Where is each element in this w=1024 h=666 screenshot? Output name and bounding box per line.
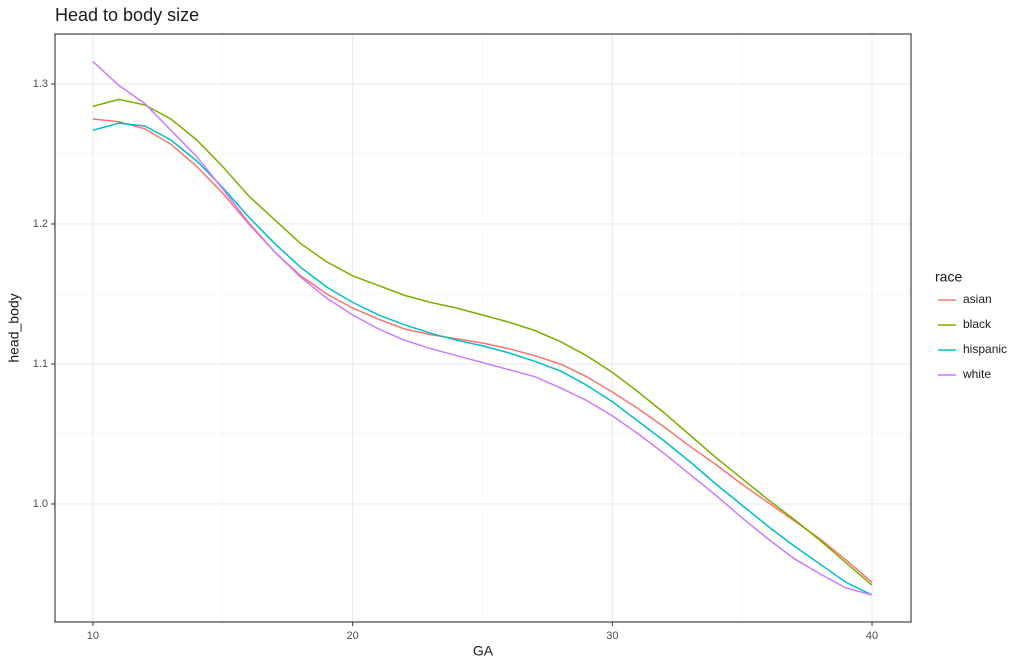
y-axis-label: head_body <box>6 293 22 362</box>
plot-border <box>54 33 912 623</box>
y-tick-label: 1.2 <box>33 218 48 230</box>
x-tick-label: 30 <box>606 630 618 642</box>
legend-label: white <box>962 367 991 381</box>
legend-label: black <box>963 317 992 331</box>
x-tick-label: 40 <box>866 630 878 642</box>
x-tick-label: 20 <box>347 630 359 642</box>
x-axis-label: GA <box>473 643 494 659</box>
y-tick-label: 1.3 <box>33 78 48 90</box>
chart-title: Head to body size <box>55 5 199 25</box>
y-tick-label: 1.0 <box>33 498 48 510</box>
series-line <box>92 118 873 583</box>
series-line <box>92 122 873 596</box>
series-line <box>92 98 873 586</box>
legend-label: hispanic <box>963 342 1007 356</box>
series-line <box>92 61 873 596</box>
x-tick-label: 10 <box>87 630 99 642</box>
legend-label: asian <box>963 292 992 306</box>
legend-title: race <box>935 269 962 285</box>
y-tick-label: 1.1 <box>33 358 48 370</box>
